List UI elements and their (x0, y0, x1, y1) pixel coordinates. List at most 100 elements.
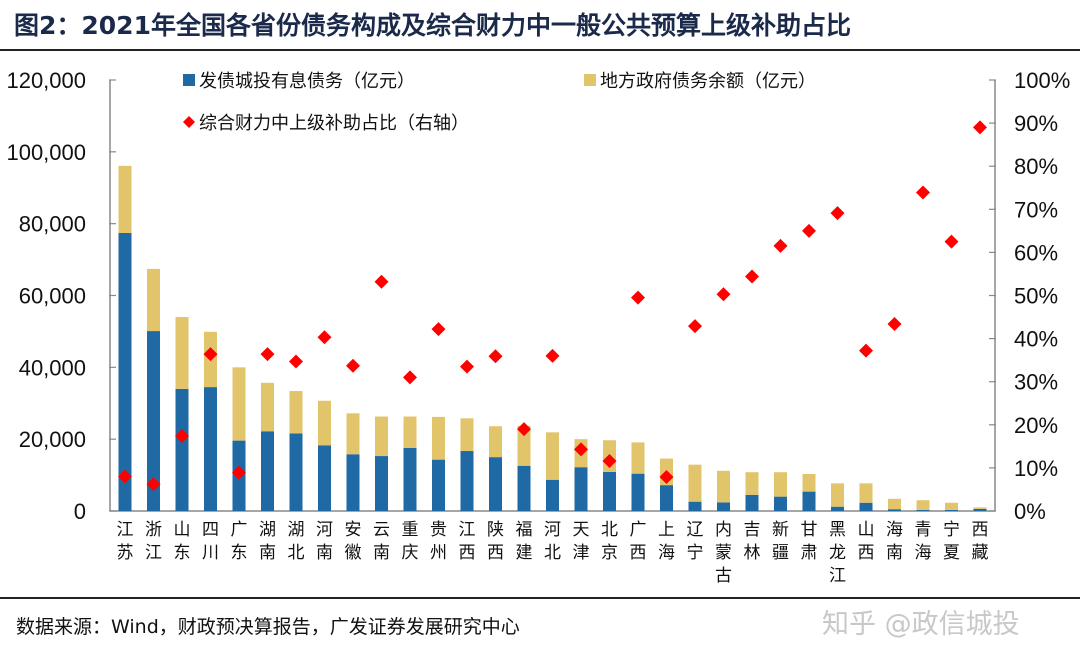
bar-local-government-debt (517, 425, 531, 466)
x-axis-label: 西 (858, 543, 875, 563)
subsidy-ratio-marker (574, 442, 588, 457)
x-axis-label: 甘 (801, 520, 818, 540)
x-axis-label: 南 (316, 543, 333, 563)
bar-urban-investment-debt (432, 459, 445, 511)
x-axis-label: 四 (202, 520, 219, 540)
bar-local-government-debt (489, 426, 502, 458)
legend-label: 地方政府债务余额（亿元） (600, 71, 816, 92)
legend-label: 综合财力中上级补助占比（右轴） (199, 113, 469, 134)
x-axis-label: 天 (573, 520, 590, 540)
bar-urban-investment-debt (204, 387, 217, 511)
x-axis-label: 广 (630, 520, 647, 540)
bar-urban-investment-debt (774, 496, 787, 511)
subsidy-ratio-marker (631, 290, 645, 305)
bar-urban-investment-debt (289, 433, 303, 511)
bar-urban-investment-debt (546, 479, 559, 511)
x-axis-label: 南 (373, 543, 390, 563)
subsidy-ratio-marker (488, 349, 503, 364)
subsidy-ratio-marker (146, 477, 161, 492)
x-axis-label: 古 (715, 566, 732, 586)
footer-divider (0, 597, 1080, 599)
legend-diamond (183, 116, 195, 128)
right-axis-tick-label: 80% (1014, 154, 1058, 179)
right-axis-tick-label: 10% (1014, 456, 1058, 481)
subsidy-ratio-marker (916, 185, 930, 200)
bar-urban-investment-debt (888, 509, 901, 511)
left-axis-tick-label: 100,000 (6, 140, 86, 165)
bar-urban-investment-debt (973, 508, 987, 511)
bars (118, 165, 987, 511)
subsidy-ratio-marker (175, 429, 189, 444)
bar-urban-investment-debt (831, 506, 844, 511)
bar-local-government-debt (688, 464, 702, 502)
legend-swatch (183, 74, 195, 86)
subsidy-ratio-marker (346, 358, 360, 373)
subsidy-ratio-marker (973, 120, 987, 135)
x-axis-label: 海 (915, 543, 932, 563)
x-axis-label: 辽 (687, 520, 704, 540)
subsidy-ratio-marker (403, 370, 417, 385)
chart-canvas: 0 20,000 40,000 60,000 80,000 100,000 120,000 0… (6, 68, 1070, 586)
left-axis-tick-label: 120,000 (6, 68, 86, 93)
bar-urban-investment-debt (175, 388, 189, 511)
bar-urban-investment-debt (517, 465, 531, 511)
x-axis-label: 云 (373, 520, 390, 540)
x-axis-label: 夏 (943, 543, 960, 563)
watermark: 知乎 @政信城投 (822, 609, 1020, 640)
bar-urban-investment-debt (460, 451, 474, 511)
bar-local-government-debt (973, 507, 987, 509)
x-axis-label: 贵 (430, 520, 447, 540)
subsidy-ratio-marker (232, 465, 246, 480)
subsidy-ratio-marker (374, 274, 389, 289)
bar-local-government-debt (831, 483, 844, 507)
x-axis-label: 建 (516, 543, 533, 563)
left-axis-tick-label: 60,000 (19, 284, 86, 309)
x-axis-label: 江 (145, 543, 162, 563)
bar-local-government-debt (375, 416, 388, 457)
bar-local-government-debt (175, 317, 189, 389)
bar-local-government-debt (717, 470, 730, 503)
subsidy-ratio-marker (745, 269, 759, 284)
x-axis-label: 上 (658, 520, 675, 540)
bar-local-government-debt (859, 483, 873, 503)
x-axis-label: 川 (202, 543, 219, 563)
x-axis-label: 浙 (145, 520, 162, 540)
subsidy-ratio-marker (716, 287, 731, 302)
bar-urban-investment-debt (745, 494, 759, 511)
x-axis-label: 津 (573, 543, 590, 563)
x-axis-label: 湖 (288, 520, 305, 540)
bar-urban-investment-debt (318, 445, 331, 511)
x-axis-label: 江 (117, 520, 134, 540)
x-axis-label: 东 (231, 543, 248, 563)
x-axis-label: 黑 (829, 520, 846, 540)
bar-local-government-debt (432, 416, 445, 460)
x-axis-label: 陕 (487, 520, 504, 540)
bar-local-government-debt (745, 472, 759, 495)
right-axis-tick-label: 20% (1014, 413, 1058, 438)
markers (118, 120, 987, 492)
x-axis-label: 林 (744, 543, 761, 563)
x-axis-label: 徽 (345, 543, 362, 563)
x-axis-label: 江 (829, 566, 846, 586)
right-axis-tick-label: 90% (1014, 111, 1058, 136)
left-axis-tick-label: 40,000 (19, 355, 86, 380)
bar-local-government-debt (232, 367, 246, 441)
x-axis-label: 庆 (402, 543, 419, 563)
bar-local-government-debt (945, 502, 958, 510)
x-axis-label: 安 (345, 520, 362, 540)
bar-urban-investment-debt (403, 447, 417, 511)
x-axis-label: 吉 (744, 520, 761, 540)
chart-title: 图2：2021年全国各省份债务构成及综合财力中一般公共预算上级补助占比 (14, 11, 851, 40)
right-axis-tick-label: 50% (1014, 284, 1058, 309)
bar-urban-investment-debt (945, 509, 958, 511)
left-axis-tick-label: 0 (74, 499, 86, 524)
bar-urban-investment-debt (717, 502, 730, 511)
bar-local-government-debt (403, 416, 417, 448)
x-axis-label: 藏 (972, 543, 989, 563)
x-axis-label: 重 (402, 520, 419, 540)
subsidy-ratio-marker (859, 343, 873, 358)
x-axis-label: 新 (772, 520, 789, 540)
subsidy-ratio-marker (830, 206, 845, 221)
right-axis-tick-label: 30% (1014, 370, 1058, 395)
right-axis-tick-label: 70% (1014, 197, 1058, 222)
